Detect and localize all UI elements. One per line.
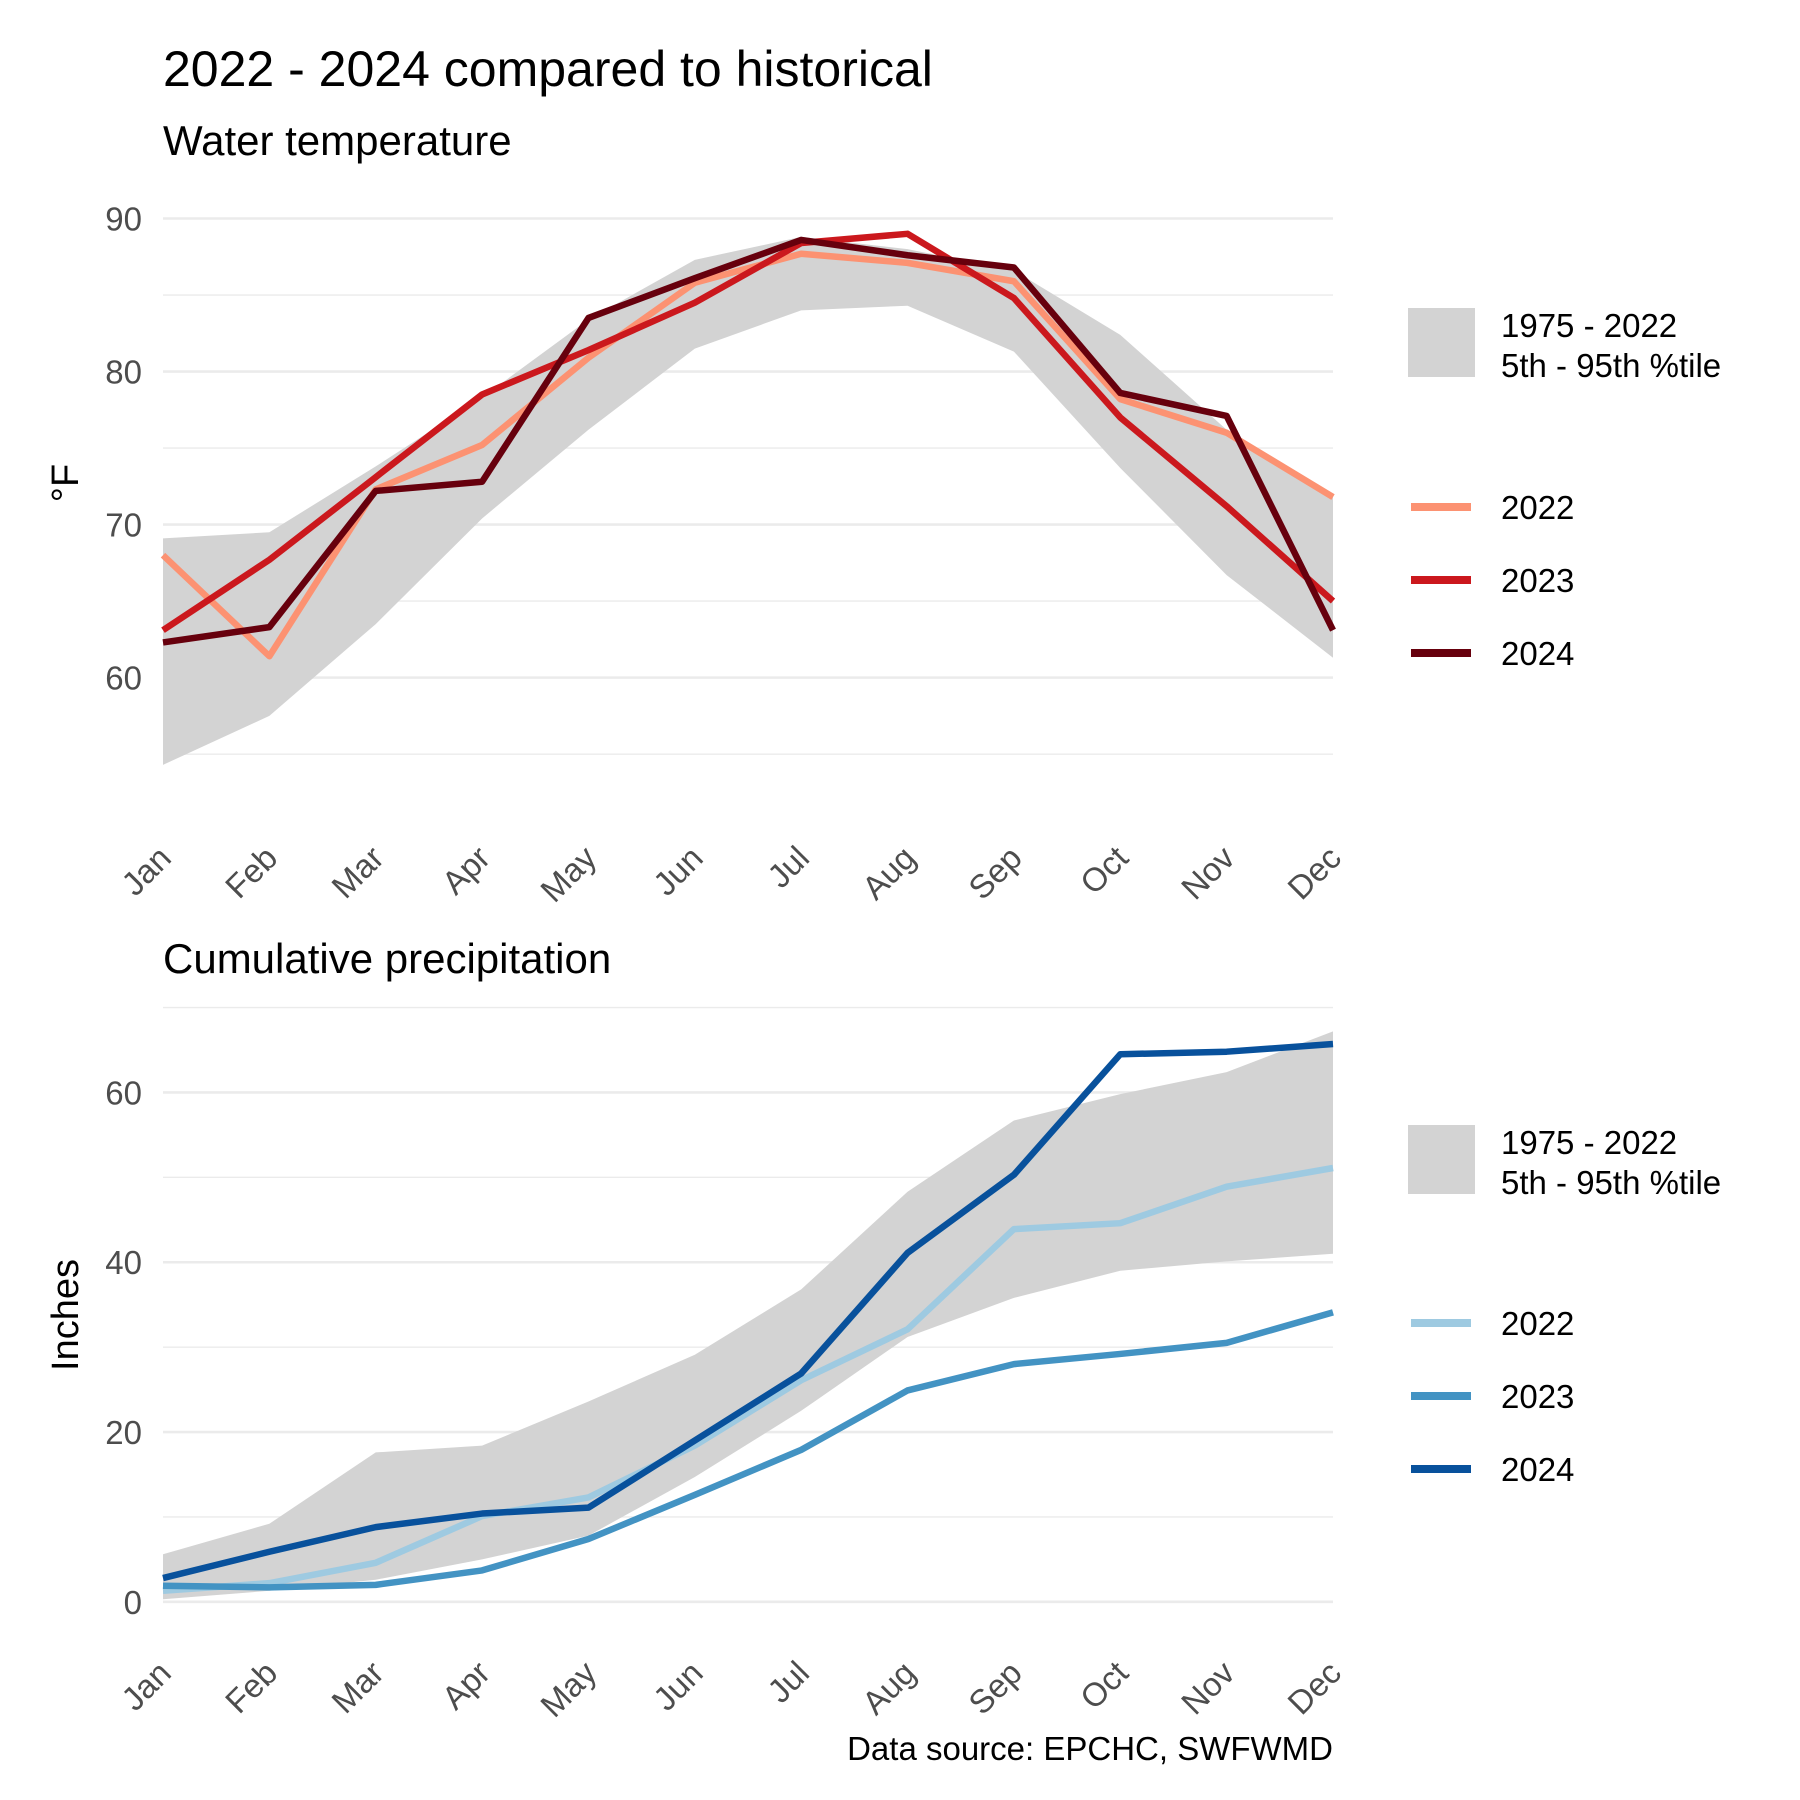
legend-band-label: 1975 - 2022 [1501,307,1677,344]
x-tick-label: Aug [855,839,923,907]
legend-label-2022: 2022 [1501,489,1574,526]
panel-title: Cumulative precipitation [163,935,611,982]
x-tick-label: Jan [114,1654,178,1718]
historical-band [163,1031,1333,1600]
x-tick-label: Jul [760,839,816,895]
legend-band-sublabel: 5th - 95th %tile [1501,1164,1721,1201]
legend-band-sublabel: 5th - 95th %tile [1501,347,1721,384]
series-line-2022 [162,1164,1334,1595]
y-tick-label: 60 [105,660,142,697]
chart-title: 2022 - 2024 compared to historical [163,41,933,97]
legend-label-2023: 2023 [1501,562,1574,599]
x-tick-label: Nov [1174,838,1242,906]
legend-label-2024: 2024 [1501,1451,1574,1488]
y-tick-label: 20 [105,1414,142,1451]
y-tick-label: 90 [105,201,142,238]
historical-band [163,236,1333,765]
x-tick-label: Mar [324,839,390,905]
panel-title: Water temperature [163,117,512,164]
legend-band-key [1408,1125,1475,1194]
y-tick-label: 60 [105,1074,142,1111]
y-axis-label: Inches [45,1259,87,1371]
chart-panel-2: Cumulative precipitation 0 20 40 60 Jan Feb Mar… [45,935,1721,1724]
x-tick-label: Jun [646,1654,710,1718]
legend-label-2024: 2024 [1501,635,1574,672]
x-tick-label: Dec [1280,839,1348,907]
chart-panel-1: Water temperature 60 70 80 90 Jan Feb Mar Apr May… [45,117,1721,909]
x-tick-label: Feb [218,839,284,905]
y-tick-label: 70 [105,507,142,544]
x-tick-label: Jul [760,1654,816,1710]
y-tick-label: 0 [124,1584,142,1621]
series-line-2023 [161,230,1336,633]
x-tick-label: Jan [114,839,178,903]
x-tick-label: May [533,838,604,909]
x-tick-label: Feb [218,1654,284,1720]
x-tick-label: Apr [435,1654,497,1716]
x-tick-label: Oct [1073,839,1135,901]
series-line-2024 [162,1040,1334,1582]
x-tick-label: Oct [1073,1654,1135,1716]
x-tick-label: May [533,1653,604,1724]
x-tick-label: Apr [435,839,497,901]
x-tick-label: Sep [961,1654,1029,1722]
legend-label-2023: 2023 [1501,1378,1574,1415]
legend-band-key [1408,308,1475,377]
y-axis-label: °F [45,464,87,502]
x-tick-label: Sep [961,839,1029,907]
data-source-caption: Data source: EPCHC, SWFWMD [847,1730,1333,1767]
legend-label-2022: 2022 [1501,1305,1574,1342]
x-tick-label: Dec [1280,1654,1348,1722]
series-line-2023 [162,1309,1334,1591]
y-tick-label: 80 [105,354,142,391]
y-tick-label: 40 [105,1244,142,1281]
x-tick-label: Mar [324,1654,390,1720]
x-tick-label: Nov [1174,1653,1242,1721]
x-tick-label: Aug [855,1654,923,1722]
x-tick-label: Jun [646,839,710,903]
legend-band-label: 1975 - 2022 [1501,1124,1677,1161]
series-line-2024 [162,236,1336,646]
